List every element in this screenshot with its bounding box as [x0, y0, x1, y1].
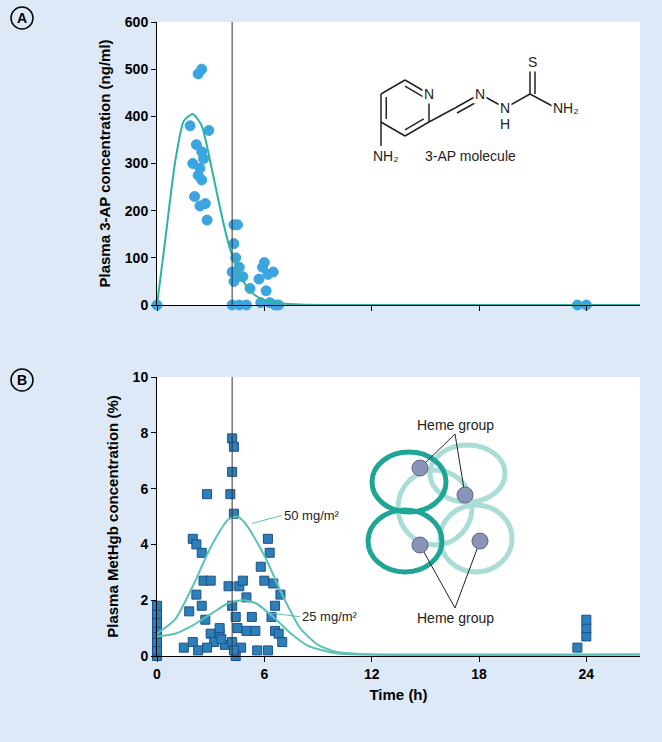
svg-text:Heme group: Heme group [417, 417, 494, 433]
svg-text:100: 100 [125, 250, 149, 266]
svg-text:0: 0 [140, 648, 148, 664]
svg-text:50 mg/m²: 50 mg/m² [284, 508, 340, 523]
svg-text:N: N [475, 86, 485, 102]
svg-text:Heme group: Heme group [417, 610, 494, 626]
svg-text:0: 0 [140, 297, 148, 313]
svg-text:H: H [500, 116, 510, 132]
svg-text:500: 500 [125, 61, 149, 77]
svg-text:400: 400 [125, 108, 149, 124]
svg-text:A: A [17, 10, 27, 26]
svg-text:6: 6 [140, 481, 148, 497]
svg-text:8: 8 [140, 425, 148, 441]
svg-text:600: 600 [125, 14, 149, 30]
svg-text:Time (h): Time (h) [369, 686, 427, 703]
svg-text:18: 18 [471, 666, 487, 682]
svg-text:24: 24 [579, 666, 595, 682]
svg-text:N: N [500, 100, 510, 116]
svg-text:0: 0 [153, 666, 161, 682]
svg-text:200: 200 [125, 203, 149, 219]
svg-text:3-AP molecule: 3-AP molecule [425, 148, 516, 164]
svg-text:NH₂: NH₂ [553, 100, 579, 116]
svg-text:N: N [424, 86, 434, 102]
svg-text:4: 4 [140, 536, 148, 552]
svg-text:10: 10 [133, 369, 149, 385]
svg-text:25 mg/m²: 25 mg/m² [302, 609, 358, 624]
svg-text:Plasma MetHgb concentration (%: Plasma MetHgb concentration (%) [104, 395, 121, 638]
svg-text:300: 300 [125, 155, 149, 171]
svg-text:2: 2 [140, 592, 148, 608]
svg-text:12: 12 [364, 666, 380, 682]
svg-text:Plasma 3-AP concentration (ng/: Plasma 3-AP concentration (ng/ml) [96, 39, 113, 287]
svg-text:B: B [17, 372, 27, 388]
svg-text:NH₂: NH₂ [373, 148, 399, 164]
svg-text:6: 6 [260, 666, 268, 682]
svg-text:S: S [528, 54, 537, 70]
